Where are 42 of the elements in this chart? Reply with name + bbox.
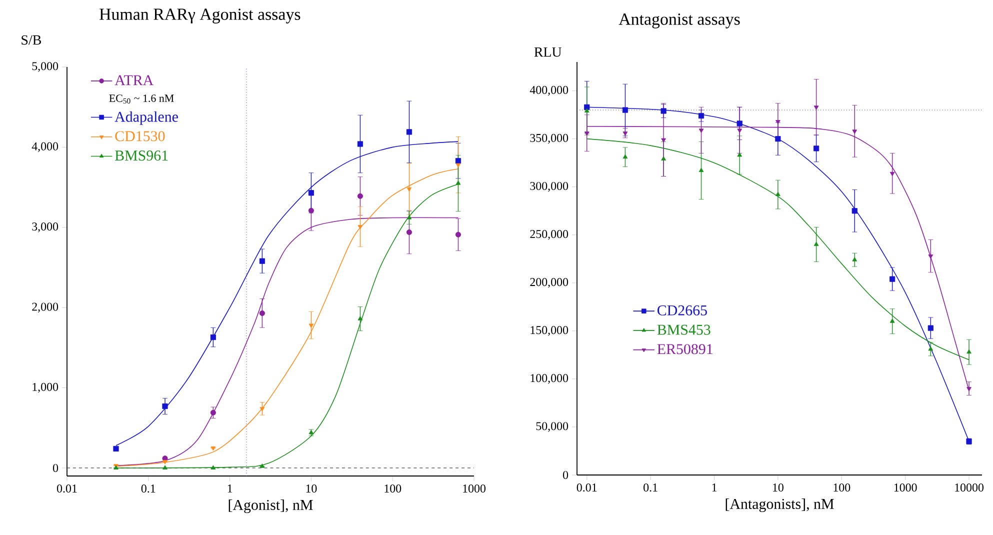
y-tick-label: 5,000	[32, 62, 58, 72]
x-tick-label: 1000	[463, 484, 486, 493]
legend-label: Adapalene	[114, 111, 178, 125]
y-tick-label: 1,000	[32, 382, 58, 393]
y-tick-label: 150,000	[530, 326, 568, 336]
x-tick-label: 1	[712, 484, 717, 492]
annotation: EC$_{50}$ ~ 1.6 nM	[109, 94, 174, 104]
x-tick-label: 1000	[894, 484, 917, 492]
x-tick-label: 100	[384, 484, 402, 493]
x-tick-label: 0.1	[644, 484, 658, 492]
chart-title: Antagonist assays	[618, 13, 740, 28]
legend-label: CD1530	[115, 131, 165, 142]
y-tick-label: 400,000	[530, 86, 568, 96]
y-tick-label: 4,000	[32, 142, 58, 152]
x-tick-label: 10	[306, 484, 317, 493]
legend-label: CD2665	[658, 305, 707, 316]
y-axis-title: S/B	[22, 35, 41, 45]
x-tick-label: 0.1	[141, 484, 156, 493]
legend-label: BMS961	[115, 150, 168, 161]
x-tick-label: 10000	[955, 484, 984, 492]
y-tick-label: 350,000	[530, 134, 568, 144]
y-tick-label: 300,000	[530, 182, 568, 192]
y-tick-label: 50,000	[536, 422, 568, 432]
x-tick-label: 10	[773, 484, 784, 492]
y-tick-label: 200,000	[530, 278, 568, 288]
x-tick-label: 0.01	[576, 484, 597, 492]
x-tick-label: 0.01	[56, 484, 77, 493]
legend-label: ER50891	[657, 344, 712, 354]
x-axis-title: [Antagonists], nM	[726, 498, 834, 512]
chart-title: Human RARγ Agonist assays	[99, 8, 300, 24]
x-axis-title: [Agonist], nM	[228, 499, 313, 514]
y-tick-label: 0	[52, 464, 58, 472]
x-tick-label: 1	[228, 484, 232, 492]
y-tick-label: 250,000	[530, 230, 568, 240]
x-tick-label: 100	[834, 484, 850, 492]
legend-label: ATRA	[114, 75, 154, 86]
y-tick-label: 100,000	[530, 374, 568, 384]
y-tick-label: 2,000	[32, 302, 58, 312]
y-tick-label: 0	[562, 470, 568, 480]
y-axis-title: RLU	[534, 47, 562, 57]
y-tick-label: 3,000	[32, 222, 58, 232]
legend-label: BMS453	[657, 324, 710, 335]
